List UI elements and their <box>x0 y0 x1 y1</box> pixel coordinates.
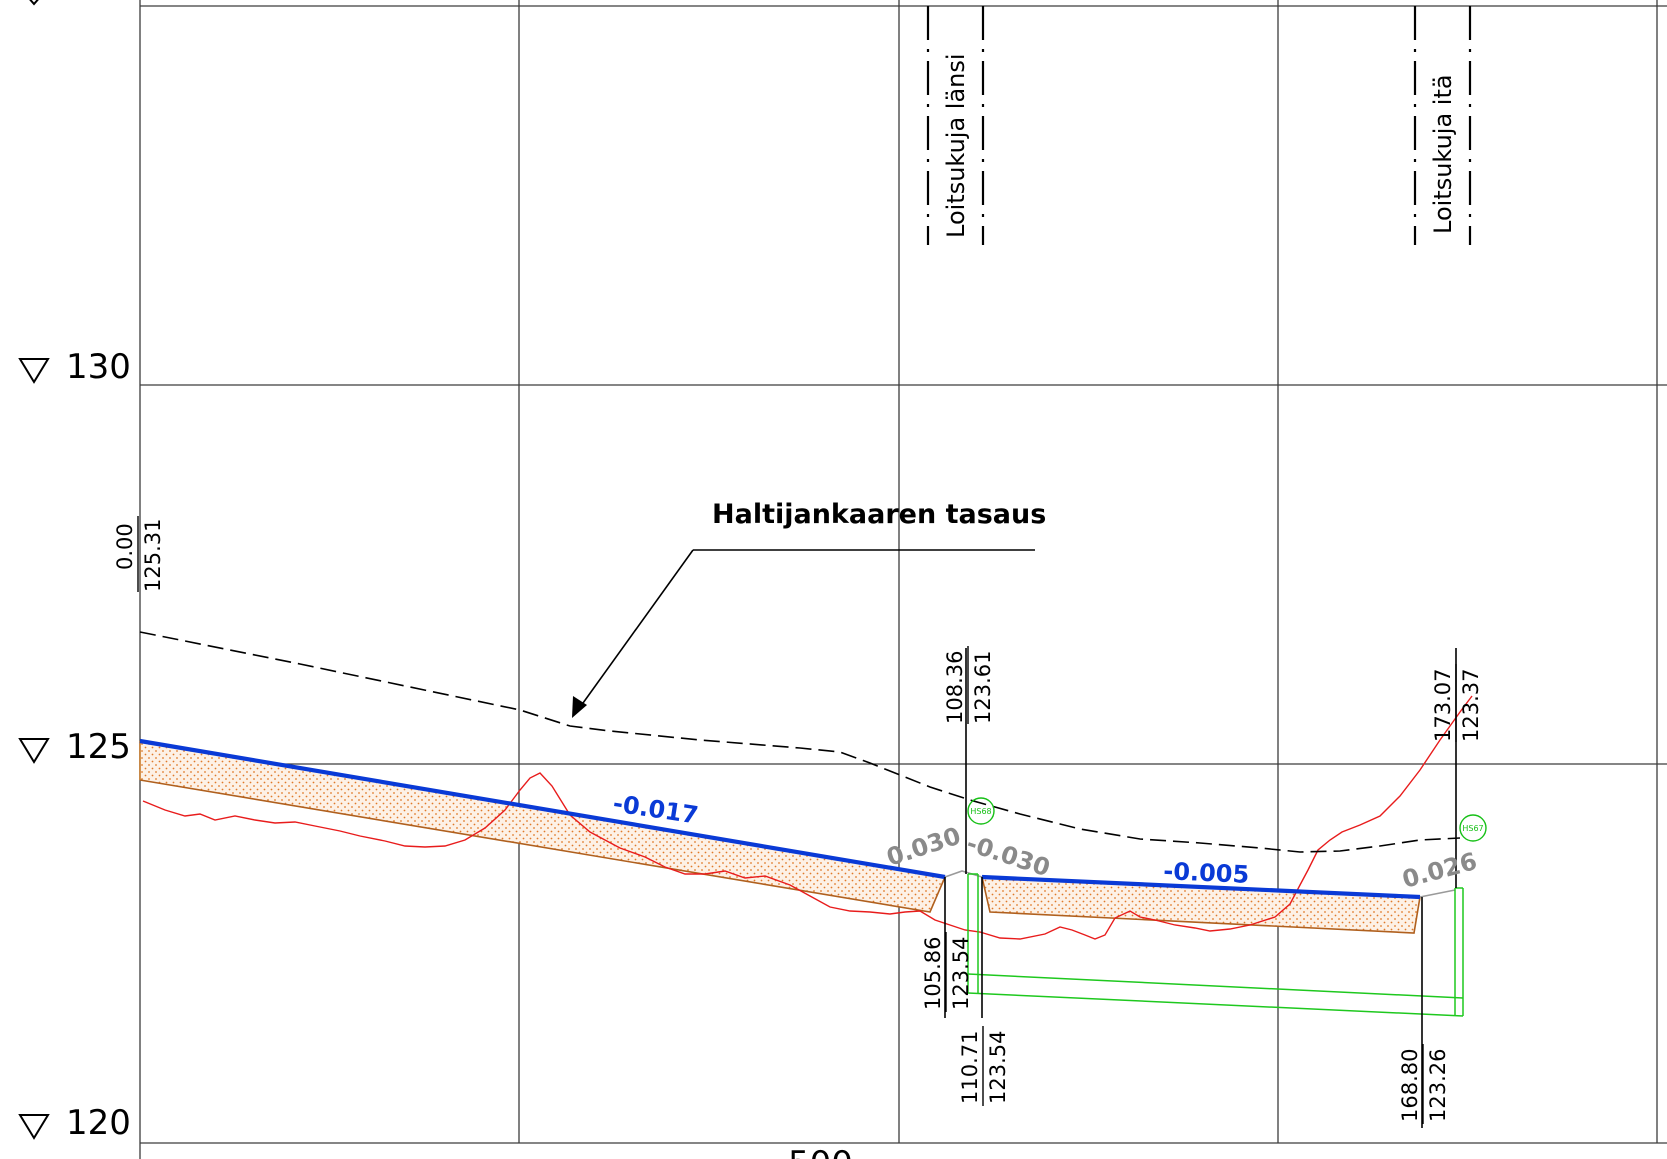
elevation-marker-120: 120 <box>18 1103 131 1143</box>
station-chainage: 173.07 <box>1431 669 1455 742</box>
station-chainage: 105.86 <box>921 937 945 1010</box>
manhole-label: HS68 <box>970 807 991 816</box>
elevation-label: 125 <box>66 727 131 767</box>
station-chainage: 110.71 <box>958 1031 982 1104</box>
station-label-105: 105.86 123.54 <box>921 932 973 1012</box>
station-label-173: 173.07 123.37 <box>1431 664 1483 742</box>
station-elevation: 123.26 <box>1426 1049 1450 1122</box>
triangle-down-icon <box>29 0 39 6</box>
station-elevation: 123.61 <box>971 651 995 724</box>
manhole-label: HS67 <box>1462 824 1483 833</box>
station-label-110: 110.71 123.54 <box>958 1026 1010 1106</box>
fill-area-west <box>140 741 945 912</box>
road-crossing-west: Loitsukuja länsi <box>926 6 985 245</box>
design-line-west <box>139 738 946 880</box>
fill-bottom-west <box>139 779 946 913</box>
slope-label: 0.030 <box>883 822 964 872</box>
station-label-108: 108.36 123.61 <box>943 646 995 724</box>
road-label-east: Loitsukuja itä <box>1429 74 1457 234</box>
elevation-marker-130: 130 <box>18 347 131 387</box>
triangle-down-icon <box>18 358 50 384</box>
station-chainage: 168.80 <box>1398 1049 1422 1122</box>
pipe <box>967 873 1464 1017</box>
slope-label: -0.005 <box>1163 857 1250 889</box>
station-elevation: 125.31 <box>141 519 165 592</box>
triangle-down-icon <box>18 1114 50 1140</box>
station-label-168: 168.80 123.26 <box>1398 1044 1450 1124</box>
elevation-label: 130 <box>66 347 131 387</box>
haltijankaari-profile-line <box>139 631 1461 853</box>
elevation-label: 120 <box>66 1103 131 1143</box>
ditch-west <box>944 870 983 878</box>
station-chainage: 0.00 <box>113 523 137 570</box>
station-elevation: 123.37 <box>1459 669 1483 742</box>
station-elevation: 123.54 <box>986 1031 1010 1104</box>
elevation-marker-125: 125 <box>18 727 131 767</box>
chainage-label: 500 <box>788 1144 853 1159</box>
station-chainage: 108.36 <box>943 651 967 724</box>
ditch-east <box>1419 889 1456 898</box>
fill-area-east <box>982 877 1420 933</box>
road-crossing-east: Loitsukuja itä <box>1413 6 1472 245</box>
manhole-marker-west: HS68 <box>967 797 995 825</box>
annotation-label: Haltijankaaren tasaus <box>712 499 1046 530</box>
manhole-marker-east: HS67 <box>1459 814 1487 842</box>
terrain-line <box>142 695 1473 940</box>
fill-bottom-east <box>981 876 1421 934</box>
triangle-down-icon <box>18 738 50 764</box>
slope-label: 0.026 <box>1399 847 1480 894</box>
station-label-start: 0.00 125.31 <box>113 516 165 592</box>
grid <box>139 0 1667 1159</box>
road-label-west: Loitsukuja länsi <box>942 53 970 238</box>
station-elevation: 123.54 <box>949 937 973 1010</box>
annotation-leader <box>577 549 694 711</box>
design-line-east <box>981 874 1421 900</box>
arrow-head-icon <box>572 696 587 718</box>
